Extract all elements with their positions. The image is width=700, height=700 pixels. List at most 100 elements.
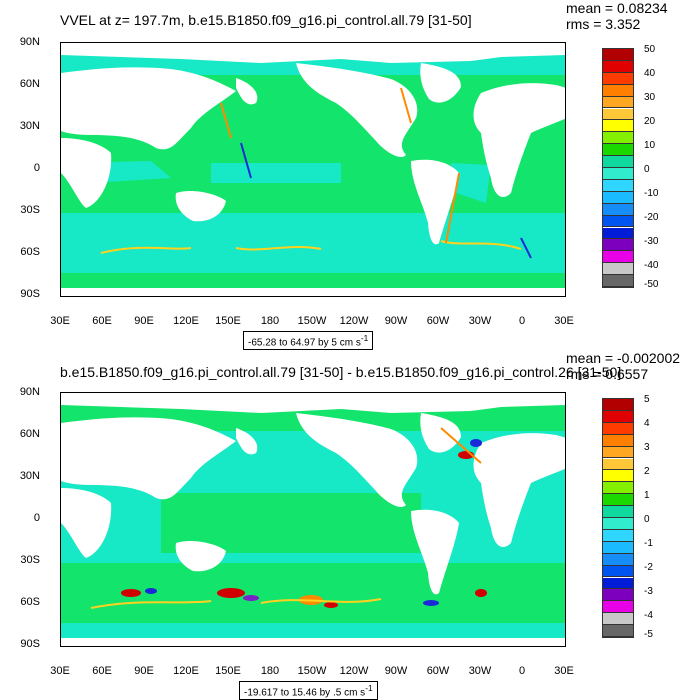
colorbar-label: 40 bbox=[644, 68, 656, 79]
colorbar-swatch bbox=[603, 422, 633, 435]
colorbar-label: -50 bbox=[644, 279, 659, 290]
map-graphic bbox=[61, 393, 565, 646]
colorbar-swatch bbox=[603, 613, 633, 626]
x-tick-label: 90W bbox=[384, 665, 408, 677]
colorbar bbox=[602, 398, 634, 638]
colorbar-swatch bbox=[603, 553, 633, 566]
colorbar-label: 3 bbox=[644, 442, 650, 453]
colorbar-swatch bbox=[603, 470, 633, 483]
contour-range-label: -65.28 to 64.97 by 5 cm s-1 bbox=[243, 331, 374, 351]
x-tick-label: 60W bbox=[426, 315, 450, 327]
colorbar-label: -30 bbox=[644, 236, 659, 247]
x-tick-label: 180 bbox=[260, 315, 280, 327]
x-tick-label: 60E bbox=[92, 315, 112, 327]
colorbar-swatch bbox=[603, 446, 633, 459]
y-tick-label: 30S bbox=[20, 554, 40, 566]
colorbar-label: -10 bbox=[644, 188, 659, 199]
colorbar-swatch bbox=[603, 179, 633, 192]
y-tick-label: 0 bbox=[33, 512, 40, 524]
x-tick-label: 120W bbox=[339, 315, 369, 327]
x-tick-label: 30E bbox=[50, 665, 70, 677]
colorbar-swatch bbox=[603, 251, 633, 264]
colorbar-swatch bbox=[603, 565, 633, 578]
colorbar-swatch bbox=[603, 168, 633, 180]
x-tick-label: 0 bbox=[518, 665, 526, 677]
x-tick-label: 30E bbox=[554, 315, 574, 327]
y-tick-label: 60S bbox=[20, 246, 40, 258]
colorbar-label: -1 bbox=[644, 538, 653, 549]
map-panel-bottom: b.e15.B1850.f09_g16.pi_control.all.79 [3… bbox=[0, 350, 700, 700]
colorbar-label: 5 bbox=[644, 394, 650, 405]
colorbar-swatch bbox=[603, 506, 633, 518]
x-tick-label: 30E bbox=[554, 665, 574, 677]
y-tick-label: 60N bbox=[19, 78, 40, 90]
colorbar bbox=[602, 48, 634, 288]
x-tick-label: 150E bbox=[215, 665, 241, 677]
rms-value: rms = 3.352 bbox=[566, 16, 641, 32]
x-tick-label: 90W bbox=[384, 315, 408, 327]
colorbar-swatch bbox=[603, 84, 633, 97]
colorbar-swatch bbox=[603, 434, 633, 447]
colorbar-swatch bbox=[603, 518, 633, 530]
colorbar-swatch bbox=[603, 96, 633, 109]
colorbar-swatch bbox=[603, 529, 633, 542]
x-tick-label: 150E bbox=[215, 315, 241, 327]
x-tick-label: 60W bbox=[426, 665, 450, 677]
x-tick-label: 30E bbox=[50, 315, 70, 327]
colorbar-swatch bbox=[603, 275, 633, 287]
y-tick-label: 90S bbox=[20, 288, 40, 300]
colorbar-label: -40 bbox=[644, 260, 659, 271]
x-tick-label: 90E bbox=[134, 315, 154, 327]
colorbar-label: 1 bbox=[644, 490, 650, 501]
velocity-difference-map bbox=[60, 392, 566, 647]
colorbar-label: 0 bbox=[644, 514, 650, 525]
mean-value: mean = -0.002002 bbox=[566, 350, 681, 366]
y-tick-label: 30N bbox=[19, 470, 40, 482]
colorbar-swatch bbox=[603, 494, 633, 507]
colorbar-swatch bbox=[603, 156, 633, 168]
colorbar-swatch bbox=[603, 72, 633, 85]
colorbar-label: -4 bbox=[644, 610, 653, 621]
y-tick-label: 90N bbox=[19, 36, 40, 48]
colorbar-swatch bbox=[603, 60, 633, 73]
colorbar-swatch bbox=[603, 263, 633, 276]
colorbar-swatch bbox=[603, 589, 633, 602]
panel-title: VVEL at z= 197.7m, b.e15.B1850.f09_g16.p… bbox=[60, 12, 472, 28]
colorbar-swatch bbox=[603, 458, 633, 471]
colorbar-swatch bbox=[603, 49, 633, 61]
panel-title: b.e15.B1850.f09_g16.pi_control.all.79 [3… bbox=[60, 364, 622, 380]
colorbar-swatch bbox=[603, 399, 633, 411]
contour-range-label: -19.617 to 15.46 by .5 cm s-1 bbox=[239, 681, 378, 700]
y-tick-label: 0 bbox=[33, 162, 40, 174]
x-tick-label: 120E bbox=[173, 315, 199, 327]
colorbar-swatch bbox=[603, 120, 633, 133]
colorbar-swatch bbox=[603, 410, 633, 423]
colorbar-label: 0 bbox=[644, 164, 650, 175]
colorbar-swatch bbox=[603, 144, 633, 157]
colorbar-label: -5 bbox=[644, 629, 653, 640]
y-tick-label: 60N bbox=[19, 428, 40, 440]
rms-value: rms = 0.6557 bbox=[566, 366, 649, 382]
colorbar-label: 4 bbox=[644, 418, 650, 429]
y-tick-label: 60S bbox=[20, 596, 40, 608]
colorbar-swatch bbox=[603, 239, 633, 252]
colorbar-swatch bbox=[603, 215, 633, 228]
colorbar-swatch bbox=[603, 625, 633, 637]
map-panel-top: VVEL at z= 197.7m, b.e15.B1850.f09_g16.p… bbox=[19, 0, 668, 351]
colorbar-label: 30 bbox=[644, 92, 656, 103]
colorbar-swatch bbox=[603, 108, 633, 121]
x-tick-label: 30W bbox=[468, 315, 492, 327]
y-tick-label: 30S bbox=[20, 204, 40, 216]
mean-value: mean = 0.08234 bbox=[566, 0, 668, 16]
y-tick-label: 30N bbox=[19, 120, 40, 132]
x-tick-label: 120E bbox=[173, 665, 199, 677]
x-tick-label: 0 bbox=[518, 315, 526, 327]
colorbar-label: -20 bbox=[644, 212, 659, 223]
colorbar-swatch bbox=[603, 577, 633, 590]
x-tick-label: 90E bbox=[134, 665, 154, 677]
colorbar-swatch bbox=[603, 541, 633, 554]
x-tick-label: 150W bbox=[297, 665, 327, 677]
x-tick-label: 150W bbox=[297, 315, 327, 327]
colorbar-label: 10 bbox=[644, 140, 656, 151]
colorbar-label: -3 bbox=[644, 586, 653, 597]
